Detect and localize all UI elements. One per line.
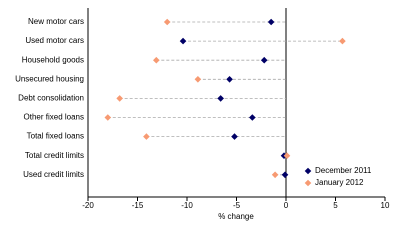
y-tick-label: New motor cars xyxy=(28,17,84,26)
legend-marker xyxy=(304,167,312,175)
x-tick-label: 5 xyxy=(333,201,338,210)
x-tick-label: 0 xyxy=(284,201,289,210)
dot xyxy=(231,133,238,140)
legend-label: January 2012 xyxy=(315,178,364,187)
dot xyxy=(283,152,291,159)
y-tick-label: Used motor cars xyxy=(25,36,84,45)
x-tick-label: -20 xyxy=(82,201,94,210)
y-tick-label: Debt consolidation xyxy=(18,94,84,103)
dot xyxy=(260,56,268,64)
y-tick-label: Other fixed loans xyxy=(24,113,84,122)
y-tick-label: Household goods xyxy=(22,55,84,64)
dot xyxy=(153,56,160,64)
dot xyxy=(267,18,275,26)
dot xyxy=(194,76,202,83)
x-tick-label: 10 xyxy=(381,201,390,210)
x-axis-label: % change xyxy=(218,212,254,221)
y-tick-label: Used credit limits xyxy=(23,170,84,179)
x-tick-label: -5 xyxy=(233,201,241,210)
y-tick-label: Unsecured housing xyxy=(15,74,84,83)
dot xyxy=(143,133,150,140)
dot xyxy=(104,114,112,121)
legend-label: December 2011 xyxy=(315,166,372,175)
y-tick-label: Total credit limits xyxy=(25,151,84,160)
dot xyxy=(217,95,224,102)
dot xyxy=(281,171,289,179)
dot xyxy=(339,37,346,45)
dot xyxy=(226,76,233,83)
y-tick-label: Total fixed loans xyxy=(27,132,84,141)
x-tick-label: -15 xyxy=(132,201,144,210)
dot xyxy=(271,171,279,179)
chart: % change -20 -15 -10 -5 0 5 10 New motor cars Us… xyxy=(15,8,390,221)
x-tick-label: -10 xyxy=(181,201,193,210)
dot xyxy=(163,18,171,26)
dot xyxy=(179,37,187,45)
dot xyxy=(249,114,256,121)
legend-marker xyxy=(304,179,312,187)
dot xyxy=(116,95,123,102)
